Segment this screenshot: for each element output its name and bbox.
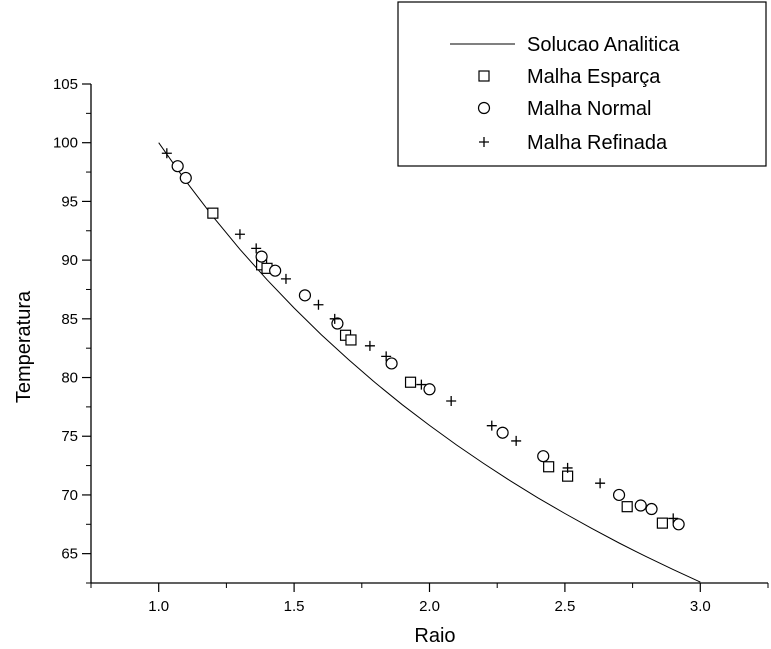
x-tick-label: 1.5 bbox=[284, 598, 305, 615]
legend-label: Malha Refinada bbox=[527, 132, 668, 154]
plus-marker bbox=[562, 462, 573, 473]
axes: 1.0 1.5 2.0 2.5 3.0 65 70 75 80 85 90 95 100 105 bbox=[53, 76, 769, 615]
curve-layer bbox=[158, 142, 701, 583]
circle-marker bbox=[255, 250, 268, 263]
circle-marker bbox=[645, 502, 658, 516]
square-marker bbox=[345, 334, 357, 346]
plus-marker bbox=[313, 299, 324, 310]
circle-marker bbox=[269, 264, 282, 277]
circle-marker bbox=[171, 160, 184, 173]
plus-marker bbox=[668, 513, 679, 524]
square-marker bbox=[621, 501, 633, 513]
circle-marker bbox=[298, 289, 312, 302]
y-tick-label: 90 bbox=[61, 252, 78, 269]
circle-marker bbox=[496, 426, 509, 439]
y-tick-label: 65 bbox=[61, 546, 78, 563]
y-tick-label: 105 bbox=[53, 76, 78, 93]
analytic-solution-line bbox=[158, 142, 701, 583]
y-axis-title: Temperatura bbox=[13, 290, 35, 403]
circle-marker bbox=[537, 450, 550, 463]
square-marker bbox=[404, 376, 417, 388]
plus-marker bbox=[595, 478, 606, 489]
plus-marker bbox=[280, 273, 291, 284]
legend-label: Solucao Analitica bbox=[527, 34, 680, 56]
y-tick-label: 85 bbox=[61, 311, 78, 328]
legend-square-symbol bbox=[478, 70, 490, 82]
legend-circle-symbol bbox=[477, 101, 491, 115]
circle-marker bbox=[423, 383, 436, 396]
legend-label: Malha Esparça bbox=[527, 66, 661, 88]
x-tick-label: 2.5 bbox=[554, 598, 575, 615]
circle-marker bbox=[331, 317, 344, 330]
plus-marker bbox=[381, 351, 392, 362]
plus-marker bbox=[251, 243, 262, 254]
plus-marker bbox=[329, 313, 340, 324]
plus-marker bbox=[161, 148, 172, 159]
circle-marker bbox=[385, 357, 398, 370]
plus-marker bbox=[364, 340, 375, 351]
plus-marker bbox=[416, 379, 427, 390]
y-tick-label: 100 bbox=[53, 135, 78, 152]
x-tick-label: 2.0 bbox=[419, 598, 440, 615]
x-axis-title: Raio bbox=[414, 625, 455, 647]
y-tick-label: 95 bbox=[61, 193, 78, 210]
legend-label: Malha Normal bbox=[527, 98, 651, 120]
plus-marker bbox=[446, 396, 457, 407]
x-tick-label: 3.0 bbox=[690, 598, 711, 615]
legend: Solucao Analitica Malha Esparça Malha Norm… bbox=[397, 1, 767, 167]
square-marker bbox=[207, 207, 219, 219]
plus-marker bbox=[511, 435, 522, 446]
plus-marker bbox=[234, 229, 245, 240]
y-tick-label: 75 bbox=[61, 428, 78, 445]
square-marker bbox=[543, 461, 555, 473]
plus-marker bbox=[486, 420, 497, 431]
square-marker bbox=[656, 517, 668, 529]
circle-marker bbox=[612, 488, 626, 502]
legend-box bbox=[397, 1, 767, 167]
y-tick-label: 80 bbox=[61, 370, 78, 387]
circle-marker bbox=[672, 518, 685, 531]
y-tick-label: 70 bbox=[61, 487, 78, 504]
marker-layer bbox=[161, 148, 685, 531]
x-tick-label: 1.0 bbox=[148, 598, 169, 615]
circle-marker bbox=[179, 171, 192, 185]
legend-plus-symbol bbox=[479, 137, 489, 147]
circle-marker bbox=[634, 499, 647, 512]
